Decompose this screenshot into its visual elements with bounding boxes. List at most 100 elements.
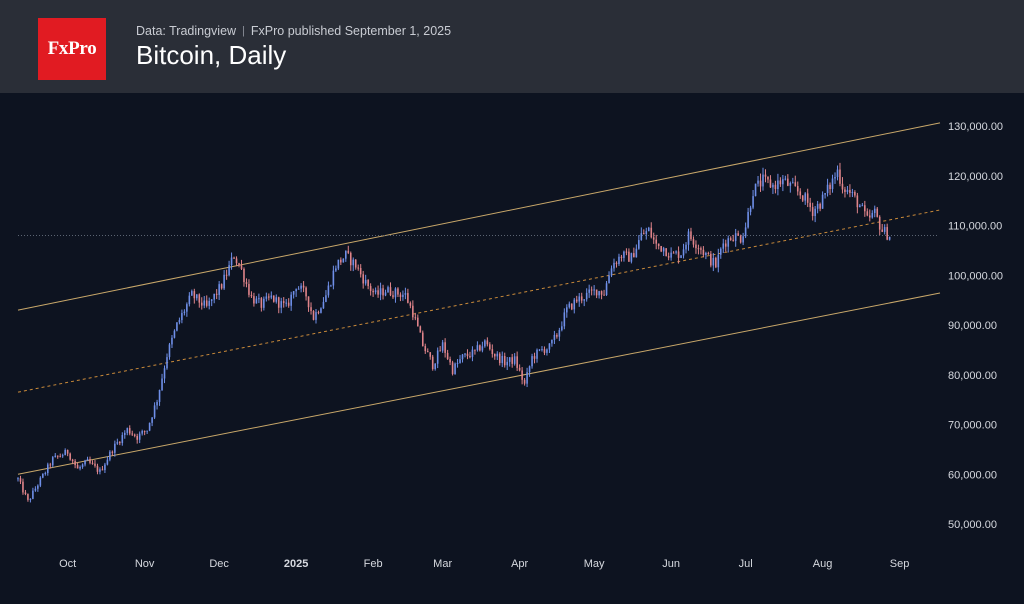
candle-body: [138, 433, 141, 440]
candle-body: [729, 238, 732, 240]
candle-body: [431, 356, 434, 370]
candle-body: [126, 428, 129, 433]
candle-body: [640, 233, 643, 241]
candle-body: [310, 307, 312, 311]
candle-body: [764, 174, 767, 177]
candle-body: [600, 291, 603, 295]
candle-body: [32, 490, 34, 499]
candle-body: [513, 356, 516, 364]
y-tick-label: 120,000.00: [948, 171, 1003, 183]
candle-body: [315, 312, 317, 320]
candle-body: [767, 176, 769, 180]
candle-body: [275, 297, 278, 302]
candle-body: [615, 262, 618, 264]
candle-body: [263, 298, 265, 308]
candle-body: [337, 259, 340, 269]
candle-body: [682, 249, 685, 256]
candle-body: [849, 189, 851, 193]
candle-body: [362, 274, 364, 284]
candle-body: [332, 270, 335, 286]
candle-body: [719, 248, 722, 255]
candle-body: [744, 227, 747, 237]
candle-body: [811, 207, 814, 217]
candle-body: [754, 183, 757, 197]
candle-body: [866, 211, 869, 216]
candle-body: [424, 346, 427, 352]
candle-body: [603, 294, 605, 296]
candle-body: [635, 248, 638, 258]
candle-body: [322, 301, 325, 309]
price-chart[interactable]: 130,000.00 120,000.00 110,000.00 100,000.00…: [0, 93, 1024, 604]
candle-body: [809, 202, 811, 208]
candle-body: [469, 356, 471, 358]
candle-body: [566, 307, 568, 313]
candle-body: [426, 351, 429, 353]
candle-body: [168, 344, 171, 358]
candle-body: [799, 191, 802, 196]
candle-body: [471, 349, 474, 357]
candle-body: [647, 227, 650, 232]
candle-body: [650, 227, 653, 238]
candle-body: [662, 248, 665, 252]
candle-body: [538, 349, 541, 351]
candle-body: [561, 326, 563, 331]
candle-body: [700, 248, 702, 250]
candle-body: [171, 337, 173, 345]
candle-body: [69, 453, 71, 460]
candle-body: [372, 290, 374, 293]
candle-body: [295, 289, 297, 292]
candle-body: [593, 289, 595, 291]
candle-body: [846, 189, 849, 193]
candle-body: [268, 296, 270, 298]
candle-body: [796, 186, 799, 192]
x-tick-label: Sep: [890, 558, 910, 570]
candle-body: [205, 300, 208, 306]
candle-body: [652, 237, 655, 240]
candle-body: [96, 465, 99, 472]
candle-body: [123, 432, 126, 436]
header: FxPro Data: Tradingview | FxPro publishe…: [0, 0, 1024, 93]
candle-body: [270, 295, 273, 298]
candle-body: [881, 229, 883, 232]
candle-body: [56, 455, 59, 457]
candle-body: [158, 390, 161, 402]
candle-body: [287, 302, 290, 306]
candle-body: [248, 283, 250, 295]
candle-body: [29, 498, 32, 500]
candle-body: [864, 205, 866, 212]
candle-body: [687, 231, 690, 245]
candle-body: [449, 359, 451, 363]
candle-body: [434, 363, 436, 370]
candle-body: [292, 291, 295, 295]
candle-body: [508, 357, 511, 362]
candle-body: [536, 349, 538, 359]
candle-body: [585, 292, 588, 300]
candle-body: [444, 342, 446, 353]
candle-body: [173, 330, 176, 338]
candle-body: [193, 291, 196, 299]
candle-body: [888, 236, 891, 240]
candle-body: [851, 191, 854, 193]
candle-body: [710, 253, 712, 266]
candle-body: [638, 240, 640, 249]
candle-body: [506, 361, 509, 366]
candle-body: [645, 231, 648, 235]
channel-middle-line: [17, 209, 941, 393]
candle-body: [441, 342, 444, 351]
x-tick-label: May: [584, 558, 605, 570]
candle-body: [665, 248, 667, 257]
candle-body: [181, 313, 183, 321]
x-tick-label: Nov: [135, 558, 155, 570]
candle-body: [474, 349, 476, 351]
candle-body: [282, 301, 285, 303]
candle-body: [146, 430, 148, 432]
candle-body: [844, 189, 846, 193]
candle-body: [789, 182, 792, 186]
candle-body: [116, 442, 119, 444]
candle-body: [454, 363, 456, 374]
candle-body: [677, 251, 680, 258]
chart-svg[interactable]: 130,000.00 120,000.00 110,000.00 100,000.00…: [0, 93, 1024, 604]
candle-body: [258, 298, 260, 300]
candle-body: [394, 288, 397, 298]
x-tick-label: Jun: [662, 558, 680, 570]
